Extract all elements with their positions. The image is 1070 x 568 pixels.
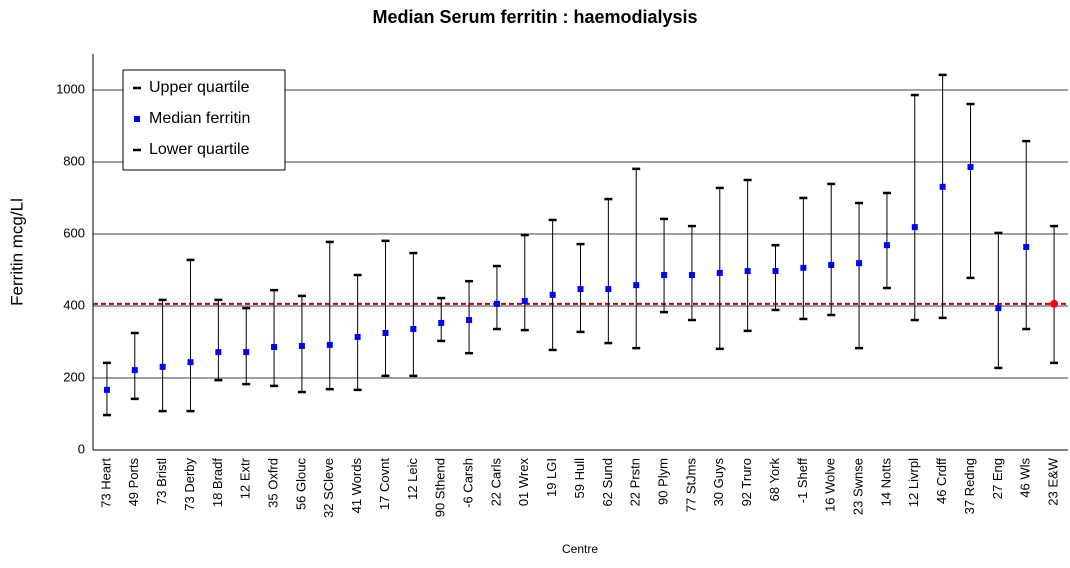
median-point <box>939 183 946 190</box>
median-point <box>688 272 695 279</box>
legend-box <box>122 69 286 171</box>
legend-label: Upper quartile <box>149 79 250 96</box>
median-point <box>298 342 305 349</box>
median-point <box>856 260 863 267</box>
x-tick-label: 35 Oxfrd <box>266 458 281 508</box>
x-tick-label: 12 Livrpl <box>906 458 921 507</box>
y-tick-label: 0 <box>78 441 85 456</box>
y-tick-label: 600 <box>63 225 85 240</box>
x-tick-label: -1 Sheff <box>795 458 810 504</box>
median-point <box>633 282 640 289</box>
x-tick-label: 92 Truro <box>739 458 754 506</box>
y-tick-label: 1000 <box>56 81 85 96</box>
y-tick-label: 800 <box>63 153 85 168</box>
legend-label: Lower quartile <box>149 141 250 158</box>
median-point <box>995 305 1002 312</box>
x-tick-label: 41 Words <box>349 458 364 514</box>
x-tick-label: 12 Extr <box>238 457 253 499</box>
median-point <box>661 272 668 279</box>
chart-title: Median Serum ferritin : haemodialysis <box>372 7 697 27</box>
median-point <box>828 261 835 268</box>
median-point <box>131 367 138 374</box>
y-tick-label: 400 <box>63 297 85 312</box>
x-tick-label: 73 Heart <box>98 458 113 508</box>
median-point <box>187 359 194 366</box>
median-point <box>382 330 389 336</box>
median-point <box>493 300 500 307</box>
x-tick-label: 73 Derby <box>182 458 197 511</box>
x-tick-label: 12 Leic <box>405 458 420 500</box>
x-tick-label: 22 Carls <box>488 458 503 507</box>
x-tick-label: 37 Redng <box>962 458 977 514</box>
x-tick-label: 59 Hull <box>572 458 587 499</box>
median-point <box>605 286 612 293</box>
x-tick-label: 73 Bristl <box>154 458 169 505</box>
median-point <box>716 269 723 276</box>
median-point <box>466 317 473 324</box>
median-point <box>215 349 222 356</box>
x-tick-label: 90 Sthend <box>433 458 448 517</box>
median-point <box>354 333 361 340</box>
x-tick-label: 49 Ports <box>126 458 141 507</box>
x-tick-label: 68 York <box>767 458 782 502</box>
x-tick-label: 62 Sund <box>600 458 615 506</box>
legend-label: Median ferritin <box>149 110 250 127</box>
legend-marker <box>134 116 140 122</box>
x-axis-label: Centre <box>562 542 598 556</box>
median-point <box>800 264 807 271</box>
x-tick-label: 19 LGI <box>544 458 559 497</box>
x-tick-label: 17 Covnt <box>377 458 392 510</box>
median-point <box>883 242 890 249</box>
median-point <box>577 286 584 293</box>
median-point <box>243 349 250 356</box>
y-tick-label: 200 <box>63 369 85 384</box>
median-point <box>410 326 417 333</box>
x-tick-label: 23 Swnse <box>851 458 866 515</box>
x-tick-label: 27 Eng <box>990 458 1005 499</box>
x-tick-label: 23 E&W <box>1046 457 1061 505</box>
x-tick-label: 30 Guys <box>711 458 726 507</box>
median-point <box>967 164 974 171</box>
x-tick-label: 32 SCleve <box>321 458 336 518</box>
median-point <box>549 291 556 298</box>
x-tick-label: 14 Notts <box>878 458 893 507</box>
x-tick-label: 16 Wolve <box>823 458 838 512</box>
x-tick-label: -6 Carsh <box>461 458 476 508</box>
x-tick-label: 01 Wrex <box>516 458 531 507</box>
median-point <box>521 297 528 304</box>
x-tick-label: 46 Crdff <box>934 458 949 504</box>
median-point <box>911 224 918 231</box>
x-tick-label: 22 Prstn <box>628 458 643 506</box>
x-tick-label: 90 Plym <box>656 458 671 505</box>
median-point <box>326 341 333 348</box>
median-point <box>159 363 166 370</box>
median-point <box>772 268 779 275</box>
x-tick-label: 18 Bradf <box>210 458 225 508</box>
median-point <box>1050 299 1059 308</box>
y-axis-label: Ferritin mcg/Ll <box>7 198 26 306</box>
x-tick-label: 46 Wls <box>1018 458 1033 498</box>
x-tick-label: 56 Glouc <box>293 458 308 511</box>
median-point <box>271 344 278 351</box>
median-point <box>744 268 751 275</box>
x-tick-label: 77 StJms <box>683 458 698 513</box>
median-point <box>103 386 110 393</box>
median-point <box>1023 243 1030 250</box>
median-point <box>438 319 445 326</box>
